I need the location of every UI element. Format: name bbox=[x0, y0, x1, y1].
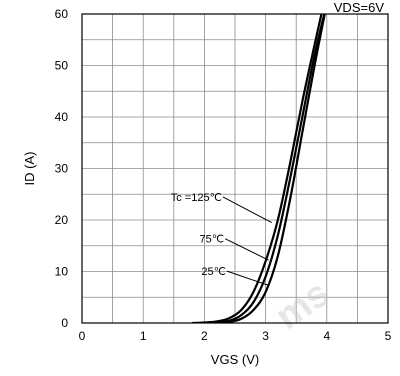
annotation-label: Tc =125℃ bbox=[171, 192, 222, 204]
series-layer bbox=[192, 14, 326, 323]
annotations: Tc =125℃ 75℃ 25℃ bbox=[171, 192, 272, 286]
y-tick-labels: 0 10 20 30 40 50 60 bbox=[55, 7, 69, 330]
annotation-leader bbox=[226, 270, 269, 286]
annotation-leader bbox=[222, 196, 272, 224]
plot-frame bbox=[81, 13, 389, 324]
y-tick-label: 0 bbox=[61, 316, 68, 330]
y-axis-title: ID (A) bbox=[22, 152, 37, 186]
series-line-2 bbox=[216, 14, 326, 323]
x-tick-labels: 0 1 2 3 4 5 bbox=[79, 329, 392, 343]
y-tick-label: 40 bbox=[55, 110, 69, 124]
x-axis-title: VGS (V) bbox=[211, 352, 259, 367]
x-tick-label: 3 bbox=[262, 329, 269, 343]
x-tick-label: 1 bbox=[140, 329, 147, 343]
annotation-label: 75℃ bbox=[200, 234, 225, 246]
y-tick-label: 20 bbox=[55, 213, 69, 227]
y-tick-label: 60 bbox=[55, 7, 69, 21]
grid bbox=[81, 13, 389, 324]
y-tick-label: 30 bbox=[55, 162, 69, 176]
chart-header: VDS=6V bbox=[334, 0, 385, 15]
x-tick-label: 2 bbox=[201, 329, 208, 343]
annotation-leader bbox=[224, 238, 269, 261]
x-tick-label: 5 bbox=[385, 329, 392, 343]
x-tick-label: 4 bbox=[323, 329, 330, 343]
x-tick-label: 0 bbox=[79, 329, 86, 343]
y-tick-label: 10 bbox=[55, 265, 69, 279]
y-tick-label: 50 bbox=[55, 59, 69, 73]
annotation-label: 25℃ bbox=[201, 266, 226, 278]
